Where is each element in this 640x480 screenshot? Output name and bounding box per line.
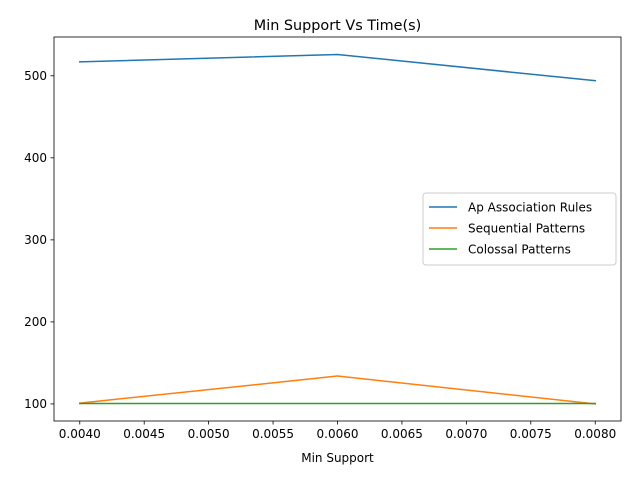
y-tick-label: 300 [24, 233, 47, 247]
x-tick-label: 0.0065 [381, 427, 423, 441]
legend-label-3: Colossal Patterns [468, 242, 571, 256]
series-line-1 [78, 53, 597, 82]
x-tick-label: 0.0045 [123, 427, 165, 441]
legend-label-1: Ap Association Rules [468, 200, 592, 214]
plot-area: 0.0040 0.0045 0.0050 0.0055 0.0060 0.0065 0.00… [24, 36, 622, 441]
x-tick-label: 0.0075 [510, 427, 552, 441]
y-tick-label: 100 [24, 397, 47, 411]
x-tick-label: 0.0055 [252, 427, 294, 441]
x-tick-label: 0.0060 [317, 427, 359, 441]
legend-label-2: Sequential Patterns [468, 221, 585, 235]
x-axis-title: Min Support [301, 451, 374, 465]
x-tick-label: 0.0040 [59, 427, 101, 441]
x-tick-label: 0.0070 [445, 427, 487, 441]
series-line-2 [78, 375, 597, 405]
y-tick-label: 400 [24, 151, 47, 165]
y-tick-label: 200 [24, 315, 47, 329]
chart-title: Min Support Vs Time(s) [254, 18, 421, 34]
x-tick-label: 0.0050 [188, 427, 230, 441]
x-tick-label: 0.0080 [574, 427, 616, 441]
y-tick-label: 500 [24, 69, 47, 83]
legend: Ap Association Rules Sequential Patterns C… [422, 192, 617, 266]
legend-box [422, 192, 617, 266]
